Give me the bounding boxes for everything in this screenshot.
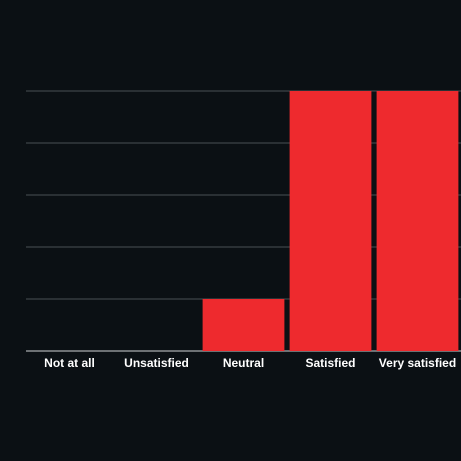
x-tick-label: Very satisfied	[379, 356, 456, 370]
x-tick-label: Unsatisfied	[124, 356, 189, 370]
bar	[289, 91, 372, 351]
x-tick-label: Not at all	[44, 356, 95, 370]
x-tick-label: Neutral	[223, 356, 264, 370]
bar	[376, 91, 459, 351]
bar	[202, 299, 285, 351]
x-tick-label: Satisfied	[305, 356, 355, 370]
